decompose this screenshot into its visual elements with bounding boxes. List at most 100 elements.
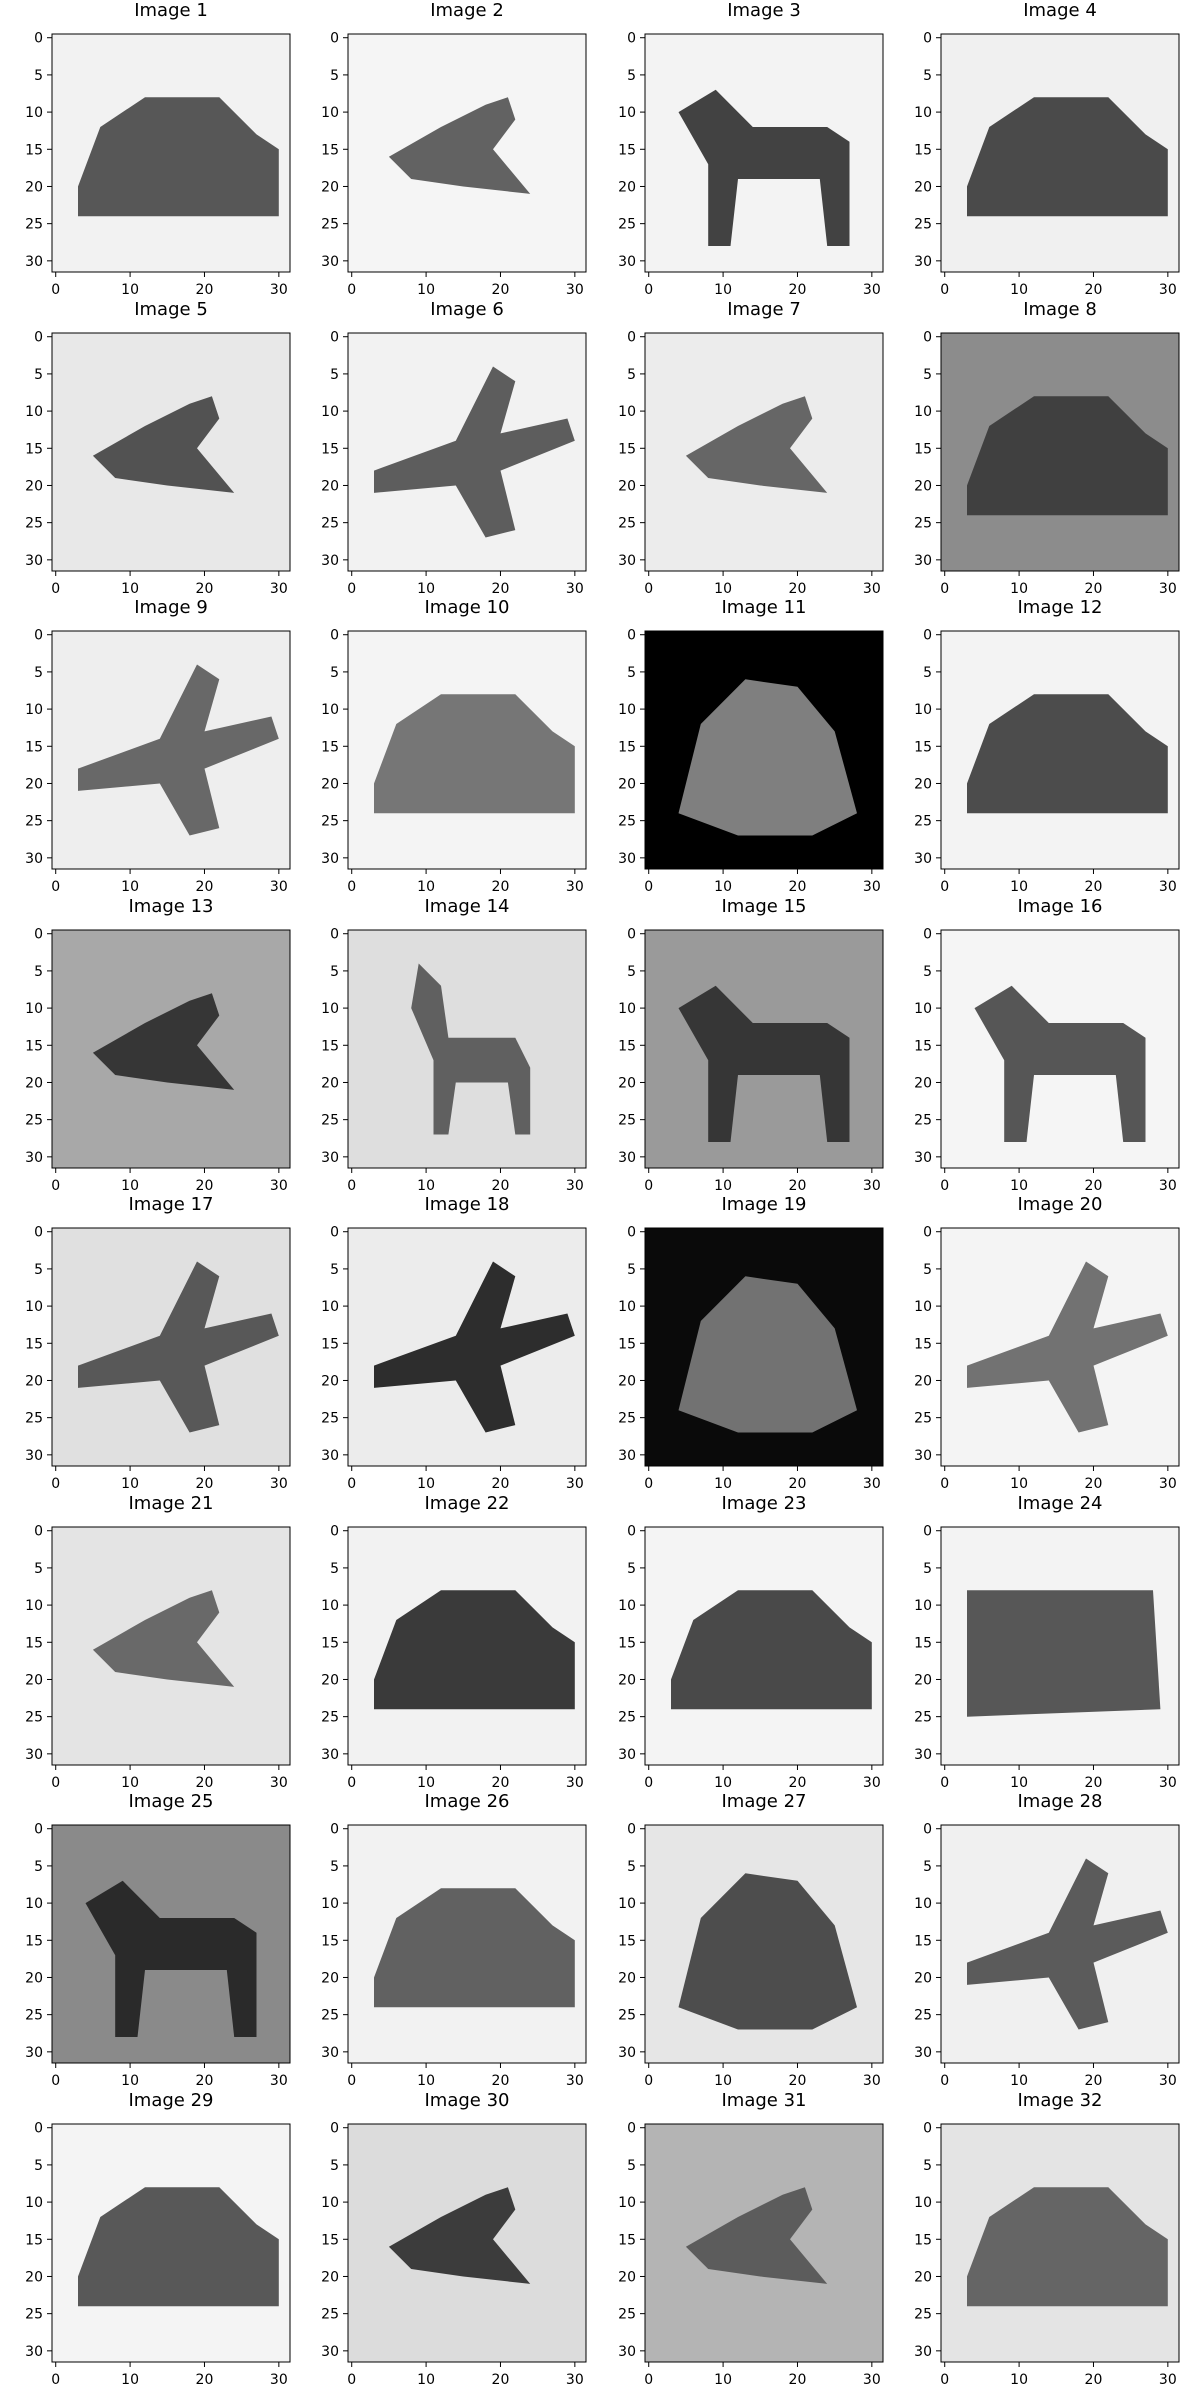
panel-axes: 0 10 20 30 0 5 10 15 20 25 30 xyxy=(321,31,587,298)
x-tick-label: 10 xyxy=(417,1775,435,1791)
panel-axes: 0 10 20 30 0 5 10 15 20 25 30 xyxy=(321,926,587,1194)
x-tick-label: 0 xyxy=(347,282,356,298)
x-tick-label: 0 xyxy=(51,581,60,597)
x-tick-label: 20 xyxy=(492,581,510,597)
x-tick-label: 0 xyxy=(644,2073,653,2089)
x-tick-label: 10 xyxy=(417,581,435,597)
y-tick-label: 15 xyxy=(321,441,339,457)
x-tick-label: 30 xyxy=(270,2073,288,2089)
y-tick-label: 20 xyxy=(321,1970,339,1986)
x-tick-label: 20 xyxy=(789,581,807,597)
y-tick-label: 15 xyxy=(321,739,339,755)
image-panel: Image 13 0 10 20 30 0 5 10 15 20 25 30 xyxy=(0,896,300,1196)
y-tick-label: 10 xyxy=(618,702,636,718)
y-tick-label: 30 xyxy=(618,1149,636,1165)
panel-title: Image 13 xyxy=(128,895,214,917)
image-panel: Image 4 0 10 20 30 0 5 10 15 20 25 30 xyxy=(889,0,1189,300)
axes-frame xyxy=(51,33,291,273)
x-tick-label: 20 xyxy=(196,1178,214,1194)
y-tick-label: 10 xyxy=(321,404,339,420)
y-tick-label: 10 xyxy=(914,404,932,420)
y-tick-label: 10 xyxy=(25,2195,43,2211)
y-tick-label: 10 xyxy=(618,1299,636,1315)
image-panel: Image 5 0 10 20 30 0 5 10 15 20 25 30 xyxy=(0,299,300,599)
y-tick-label: 5 xyxy=(330,2157,339,2173)
y-tick-label: 25 xyxy=(618,1411,636,1427)
panel-axes: 0 10 20 30 0 5 10 15 20 25 30 xyxy=(914,926,1180,1194)
y-tick-label: 20 xyxy=(914,776,932,792)
panel-title: Image 8 xyxy=(1023,298,1097,320)
horse-silhouette xyxy=(678,89,850,246)
x-tick-label: 10 xyxy=(1010,1775,1028,1791)
x-tick-label: 30 xyxy=(863,2073,881,2089)
y-tick-label: 25 xyxy=(618,217,636,233)
y-tick-label: 30 xyxy=(914,851,932,867)
x-tick-label: 20 xyxy=(492,2372,510,2388)
x-tick-label: 10 xyxy=(417,1178,435,1194)
y-tick-label: 20 xyxy=(914,2269,932,2285)
panel-axes: 0 10 20 30 0 5 10 15 20 25 30 xyxy=(914,2120,1180,2388)
x-tick-label: 0 xyxy=(940,2073,949,2089)
car-silhouette xyxy=(374,694,575,814)
x-tick-label: 20 xyxy=(1085,1775,1103,1791)
panel-axes: 0 10 20 30 0 5 10 15 20 25 30 xyxy=(321,1225,587,1492)
y-tick-label: 20 xyxy=(25,179,43,195)
y-tick-label: 25 xyxy=(25,814,43,830)
x-tick-label: 10 xyxy=(714,282,732,298)
y-tick-label: 5 xyxy=(923,366,932,382)
image-panel: Image 23 0 10 20 30 0 5 10 15 20 25 30 xyxy=(593,1493,893,1793)
panel-axes: 0 10 20 30 0 5 10 15 20 25 30 xyxy=(25,1822,291,2089)
y-tick-label: 5 xyxy=(627,2157,636,2173)
y-tick-label: 0 xyxy=(330,926,339,942)
y-tick-label: 20 xyxy=(914,1970,932,1986)
y-tick-label: 30 xyxy=(321,552,339,568)
y-tick-label: 25 xyxy=(618,515,636,531)
panel-title: Image 23 xyxy=(721,1492,807,1514)
x-tick-label: 10 xyxy=(121,1775,139,1791)
y-tick-label: 15 xyxy=(25,2232,43,2248)
panel-title: Image 11 xyxy=(721,597,807,618)
panel-title: Image 28 xyxy=(1017,1791,1103,1812)
y-tick-label: 0 xyxy=(627,926,636,942)
panel-axes: 0 10 20 30 0 5 10 15 20 25 30 xyxy=(25,31,291,298)
y-tick-label: 30 xyxy=(914,2045,932,2061)
x-tick-label: 20 xyxy=(789,1476,807,1492)
panel-title: Image 26 xyxy=(424,1791,510,1812)
axes-frame xyxy=(644,2123,884,2362)
y-tick-label: 5 xyxy=(330,1859,339,1875)
y-tick-label: 30 xyxy=(25,2045,43,2061)
y-tick-label: 10 xyxy=(25,1299,43,1315)
image-panel: Image 32 0 10 20 30 0 5 10 15 20 25 30 xyxy=(889,2090,1189,2390)
x-tick-label: 0 xyxy=(51,1476,60,1492)
y-tick-label: 20 xyxy=(321,1373,339,1389)
x-tick-label: 20 xyxy=(1085,2073,1103,2089)
y-tick-label: 15 xyxy=(914,1635,932,1651)
y-tick-label: 25 xyxy=(321,217,339,233)
x-tick-label: 10 xyxy=(714,1775,732,1791)
y-tick-label: 20 xyxy=(914,1672,932,1688)
y-tick-label: 15 xyxy=(618,1038,636,1054)
y-tick-label: 15 xyxy=(321,1933,339,1949)
y-tick-label: 15 xyxy=(321,1038,339,1054)
car-silhouette xyxy=(78,97,279,217)
airplane-silhouette xyxy=(967,1261,1168,1433)
y-tick-label: 10 xyxy=(25,105,43,121)
frog-silhouette xyxy=(678,679,857,836)
x-tick-label: 20 xyxy=(789,2073,807,2089)
y-tick-label: 5 xyxy=(923,1859,932,1875)
x-tick-label: 0 xyxy=(347,1476,356,1492)
panel-title: Image 19 xyxy=(721,1194,807,1215)
y-tick-label: 30 xyxy=(25,552,43,568)
x-tick-label: 10 xyxy=(714,581,732,597)
image-panel: Image 3 0 10 20 30 0 5 10 15 20 25 30 xyxy=(593,0,893,300)
y-tick-label: 10 xyxy=(321,105,339,121)
y-tick-label: 25 xyxy=(25,515,43,531)
y-tick-label: 15 xyxy=(25,1336,43,1352)
x-tick-label: 0 xyxy=(644,879,653,895)
x-tick-label: 20 xyxy=(492,1775,510,1791)
y-tick-label: 0 xyxy=(330,2120,339,2136)
y-tick-label: 30 xyxy=(321,1746,339,1762)
x-tick-label: 0 xyxy=(51,1178,60,1194)
y-tick-label: 0 xyxy=(330,329,339,345)
y-tick-label: 0 xyxy=(34,31,43,47)
